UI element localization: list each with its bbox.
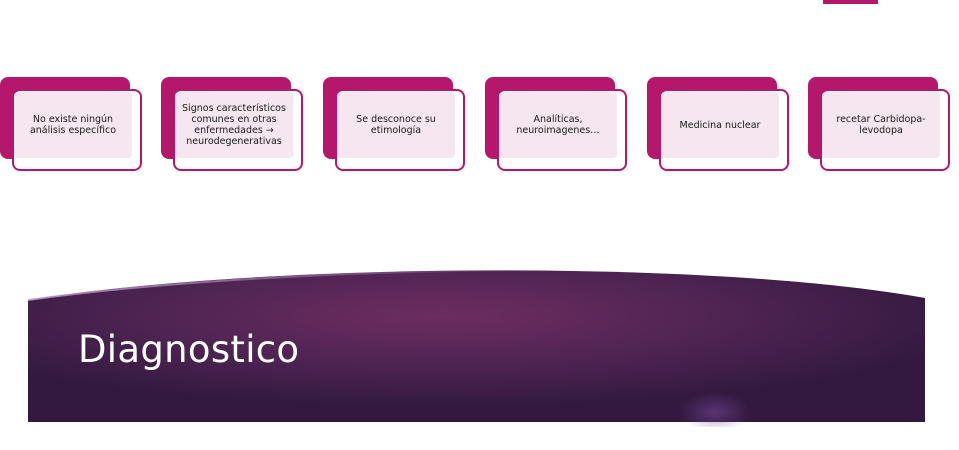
slide-title: Diagnostico (78, 328, 300, 371)
step-text-box: No existe ningún análisis específico (14, 92, 132, 158)
step-text-box: Se desconoce su etimología (337, 92, 455, 158)
step-label: No existe ningún análisis específico (29, 114, 117, 136)
process-step: Medicina nuclear (647, 77, 795, 177)
process-step: Signos característicos comunes en otras … (161, 77, 309, 177)
step-label: Se desconoce su etimología (356, 114, 436, 136)
process-step: No existe ningún análisis específico (0, 77, 148, 177)
banner-light-spot (680, 392, 750, 427)
step-text-box: Signos característicos comunes en otras … (175, 92, 293, 158)
title-banner (27, 269, 925, 427)
process-step: Analíticas, neuroimagenes… (485, 77, 633, 177)
step-label: recetar Carbidopa-levodopa (836, 114, 926, 136)
step-text-box: Medicina nuclear (661, 92, 779, 158)
banner-highlight (27, 269, 561, 301)
step-label: Medicina nuclear (679, 119, 761, 131)
step-label: Analíticas, neuroimagenes… (516, 114, 600, 136)
banner-shape (28, 270, 925, 422)
process-step: Se desconoce su etimología (323, 77, 471, 177)
step-text-box: recetar Carbidopa-levodopa (822, 92, 940, 158)
process-step: recetar Carbidopa-levodopa (808, 77, 956, 177)
top-accent-bar (823, 0, 878, 4)
process-diagram: No existe ningún análisis específico Sig… (0, 0, 959, 200)
step-text-box: Analíticas, neuroimagenes… (499, 92, 617, 158)
step-label: Signos característicos comunes en otras … (182, 103, 286, 147)
